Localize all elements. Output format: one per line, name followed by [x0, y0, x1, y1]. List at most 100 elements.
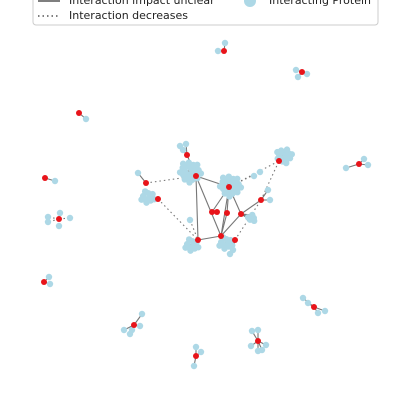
interacting-protein — [143, 199, 150, 206]
hub-protein — [193, 353, 199, 359]
interacting-protein — [197, 170, 205, 177]
interacting-protein — [288, 151, 296, 158]
interacting-protein — [266, 196, 274, 204]
legend-node — [244, 0, 256, 7]
hub-protein — [224, 210, 230, 216]
interacting-protein — [216, 242, 223, 249]
hub-protein — [218, 233, 224, 239]
interacting-protein — [244, 214, 252, 221]
interacting-protein — [314, 309, 322, 317]
hub-protein — [76, 110, 82, 116]
interacting-protein — [82, 115, 90, 123]
hub-protein — [232, 237, 238, 243]
edges — [43, 42, 369, 367]
hub-protein — [276, 158, 282, 164]
interacting-protein — [227, 236, 234, 244]
interacting-protein — [360, 155, 368, 163]
hub-protein — [238, 211, 244, 217]
hub-protein — [209, 209, 215, 215]
edge — [240, 199, 262, 215]
interacting-protein — [176, 169, 184, 176]
interacting-protein — [181, 176, 188, 183]
interacting-protein — [247, 342, 255, 350]
hub-protein — [214, 209, 220, 215]
interacting-protein — [56, 209, 64, 217]
interacting-protein — [46, 280, 54, 288]
interacting-protein — [254, 326, 262, 334]
interacting-protein — [186, 216, 194, 224]
hub-protein — [42, 175, 48, 181]
interacting-protein — [192, 343, 200, 351]
interacting-protein — [182, 140, 190, 148]
hub-protein — [131, 322, 137, 328]
interacting-protein — [51, 177, 59, 185]
hub-protein — [356, 161, 362, 167]
interacting-protein — [342, 164, 350, 172]
interacting-protein — [141, 188, 149, 195]
interacting-protein — [120, 326, 128, 334]
interacting-protein — [254, 347, 262, 355]
hub-protein — [311, 304, 317, 310]
interacting-protein — [134, 169, 142, 177]
interacting-protein — [234, 189, 241, 196]
hub-protein — [193, 173, 199, 179]
interacting-protein — [321, 307, 329, 315]
edge — [197, 235, 222, 241]
interacting-protein — [303, 70, 311, 78]
interacting-protein — [256, 168, 264, 176]
interacting-protein — [229, 246, 237, 254]
interacting-protein — [179, 160, 187, 167]
hub-protein — [299, 69, 305, 75]
hub-protein — [184, 152, 190, 158]
interacting-protein — [194, 161, 201, 168]
interacting-protein — [138, 196, 145, 203]
interacting-protein — [219, 174, 227, 181]
interacting-protein — [304, 299, 312, 307]
interacting-protein — [250, 217, 258, 225]
nodes — [41, 39, 372, 370]
interacting-protein — [149, 190, 156, 198]
interacting-protein — [283, 159, 290, 167]
interacting-protein — [190, 362, 198, 370]
edge — [220, 213, 242, 237]
interacting-protein — [264, 186, 272, 194]
edge — [260, 160, 280, 201]
interacting-protein — [248, 327, 256, 335]
interacting-protein — [195, 244, 202, 251]
hub-protein — [255, 338, 261, 344]
interacting-protein — [274, 148, 281, 156]
interacting-protein — [128, 326, 136, 334]
interacting-protein — [234, 175, 241, 182]
interacting-protein — [221, 39, 229, 47]
interacting-protein — [186, 179, 193, 186]
hub-protein — [41, 279, 47, 285]
legend-label: Interaction impact unclear — [69, 0, 215, 7]
hub-protein — [143, 180, 149, 186]
interacting-protein — [55, 222, 63, 230]
legend: Interaction impact unclear Interaction d… — [32, 0, 379, 26]
interacting-protein — [185, 159, 192, 166]
interacting-protein — [179, 146, 187, 154]
edge — [189, 219, 199, 241]
edge — [220, 212, 228, 237]
edge — [195, 175, 199, 241]
interacting-protein — [221, 245, 228, 252]
interacting-protein — [214, 47, 222, 55]
interacting-protein — [185, 236, 193, 243]
hub-protein — [195, 237, 201, 243]
interacting-protein — [364, 161, 372, 169]
interacting-protein — [299, 294, 307, 302]
interacting-protein — [216, 183, 224, 190]
interacting-protein — [292, 66, 300, 74]
interacting-protein — [294, 73, 302, 81]
interacting-protein — [221, 190, 228, 197]
interacting-protein — [250, 172, 258, 180]
interacting-protein — [262, 341, 270, 349]
interacting-protein — [138, 310, 146, 318]
interacting-protein — [45, 273, 53, 281]
interacting-protein — [44, 218, 52, 226]
interacting-protein — [283, 146, 291, 153]
interacting-protein — [237, 184, 245, 191]
interacting-protein — [225, 173, 232, 180]
